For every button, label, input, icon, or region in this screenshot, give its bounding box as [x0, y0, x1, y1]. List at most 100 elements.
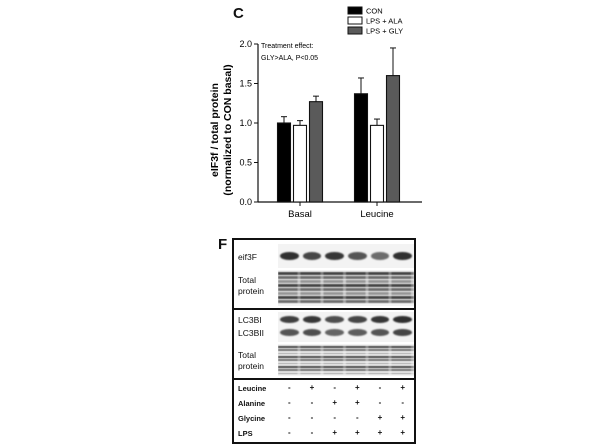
treatment-cell: -: [310, 398, 314, 407]
treatment-cell: -: [355, 413, 359, 422]
lc3bi-label: LC3BI: [238, 315, 262, 325]
panel-c-letter: C: [233, 5, 244, 22]
treatment-cell: +: [400, 428, 405, 437]
eif3f-label: eif3F: [238, 252, 257, 262]
lc3bii-band: [348, 329, 367, 336]
total-protein-band: [278, 292, 414, 295]
legend-label: CON: [366, 7, 383, 16]
y-tick-label: 1.5: [239, 79, 252, 89]
blot-separator-1: [234, 308, 414, 310]
treatment-cell: +: [332, 428, 337, 437]
y-tick-label: 1.0: [239, 118, 252, 128]
x-category-label: Basal: [288, 209, 312, 220]
lc3bi-band: [302, 316, 322, 323]
x-category-label: Leucine: [360, 209, 393, 220]
treatment-cell: +: [309, 383, 315, 392]
lc3bii-band: [370, 329, 390, 336]
total-protein-band: [278, 352, 414, 355]
bar: [308, 101, 324, 203]
treatment-cell: -: [401, 398, 404, 407]
y-axis-title-line2: (normalized to CON basal): [222, 64, 234, 195]
eif3f-band: [393, 252, 412, 260]
total-protein-2-label-line1: Total: [238, 350, 256, 360]
lc3bii-band: [280, 329, 299, 336]
total-protein-band: [278, 300, 414, 303]
treatment-row-label: Glycine: [238, 414, 266, 423]
total-protein-band: [278, 372, 414, 375]
blot-separator-2: [234, 378, 414, 380]
lc3bii-band: [393, 329, 412, 336]
total-protein-band: [278, 276, 414, 279]
y-tick-label: 0.0: [239, 197, 252, 207]
total-protein-band: [278, 284, 414, 287]
total-protein-2-label-line2: protein: [238, 361, 264, 371]
total-protein-band: [278, 356, 414, 358]
total-protein-band: [278, 366, 414, 368]
panel-f-letter: F: [218, 236, 228, 253]
treatment-cell: -: [310, 428, 314, 437]
treatment-row-label: Leucine: [238, 384, 267, 393]
treatment-row-label: LPS: [238, 429, 253, 438]
treatment-cell: -: [378, 398, 382, 407]
treatment-cell: -: [333, 383, 336, 392]
total-protein-band: [278, 296, 414, 299]
legend-label: LPS + GLY: [366, 27, 403, 36]
chart-bars: [276, 47, 401, 203]
eif3f-band: [280, 252, 299, 260]
lc3bi-band: [280, 316, 299, 323]
legend-swatch: [347, 6, 363, 15]
treatment-cell: -: [378, 383, 382, 392]
y-tick-label: 0.5: [239, 158, 252, 168]
lc3bii-label: LC3BII: [238, 328, 264, 338]
total-protein-band: [278, 362, 414, 365]
total-protein-band: [278, 288, 414, 291]
lc3bi-band: [393, 316, 412, 323]
treatment-cell: -: [287, 413, 291, 422]
total-protein-band: [278, 349, 414, 352]
treatment-cell: -: [287, 398, 291, 407]
lc3bi-band: [348, 316, 367, 323]
treatment-cell: +: [377, 428, 383, 437]
total-protein-2-blot: [278, 344, 414, 376]
treatment-cell: +: [400, 383, 405, 392]
treatment-cell: -: [333, 413, 336, 422]
total-protein-1-label-line1: Total: [238, 275, 256, 285]
lc3bii-band: [325, 329, 344, 336]
western-blot-panel: eif3F Total protein LC3BI LC3BII Total p…: [232, 238, 416, 444]
treatment-cell: -: [310, 413, 314, 422]
treatment-cell: +: [354, 428, 360, 437]
legend-swatch: [347, 26, 363, 35]
legend-swatch: [347, 16, 363, 25]
total-protein-band: [278, 346, 414, 348]
total-protein-band: [278, 359, 414, 362]
bar: [276, 122, 292, 203]
total-protein-band: [278, 280, 414, 283]
y-tick-label: 2.0: [239, 39, 252, 49]
bar: [353, 93, 369, 203]
y-axis-title-line1: eIF3f / total protein: [209, 83, 221, 177]
bar: [292, 124, 308, 203]
treatment-cell: +: [400, 413, 405, 422]
total-protein-band: [278, 272, 414, 275]
bar: [385, 75, 401, 203]
treatment-cell: +: [354, 383, 360, 392]
treatment-cell: +: [377, 413, 383, 422]
lc3b-blot: [278, 312, 414, 342]
treatment-row-label: Alanine: [238, 399, 266, 408]
treatment-annotation-line2: GLY>ALA, P<0.05: [261, 55, 318, 62]
lc3bii-band: [302, 329, 322, 336]
treatment-cell: -: [287, 428, 291, 437]
eif3f-band: [325, 252, 344, 260]
legend-label: LPS + ALA: [366, 17, 403, 26]
bar: [369, 124, 385, 203]
eif3f-band: [370, 252, 390, 260]
total-protein-band: [278, 369, 414, 372]
lc3bi-band: [325, 316, 344, 323]
eif3f-band: [348, 252, 367, 260]
eif3f-band: [302, 252, 322, 260]
eif3f-blot: [278, 244, 414, 268]
treatment-cell: +: [354, 398, 360, 407]
treatment-cell: -: [287, 383, 291, 392]
